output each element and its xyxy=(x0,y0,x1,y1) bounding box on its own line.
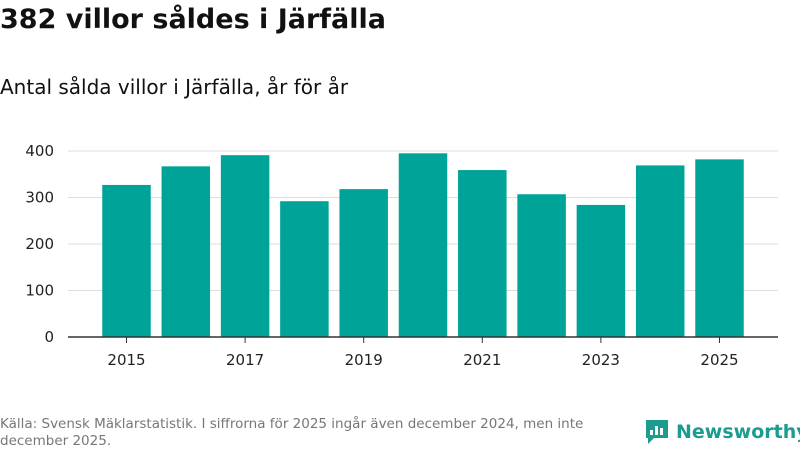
bar-2023 xyxy=(576,204,626,337)
newsworthy-logo-icon xyxy=(646,420,668,444)
bars xyxy=(102,153,744,337)
y-tick-label-100: 100 xyxy=(25,282,54,300)
y-tick-label-300: 300 xyxy=(25,189,54,207)
chart-title: 382 villor såldes i Järfälla xyxy=(0,4,386,35)
x-tick-label-2019: 2019 xyxy=(345,351,383,369)
bar-2022 xyxy=(517,194,566,337)
newsworthy-logo[interactable]: Newsworthy xyxy=(644,418,800,446)
bar-2024 xyxy=(635,165,685,337)
bar-2025 xyxy=(695,159,744,337)
bar-2016 xyxy=(161,166,211,337)
x-tick-label-2017: 2017 xyxy=(226,351,264,369)
x-tick-label-2025: 2025 xyxy=(700,351,738,369)
y-tick-label-0: 0 xyxy=(44,328,54,346)
x-tick-label-2015: 2015 xyxy=(107,351,145,369)
y-tick-label-200: 200 xyxy=(25,235,54,253)
y-tick-label-400: 400 xyxy=(25,142,54,160)
x-tick-label-2021: 2021 xyxy=(463,351,501,369)
x-tick-label-2023: 2023 xyxy=(582,351,620,369)
bar-2021 xyxy=(458,170,507,337)
bar-2019 xyxy=(339,189,388,337)
bar-2018 xyxy=(280,201,329,337)
bar-2015 xyxy=(102,184,151,337)
bar-2017 xyxy=(220,155,270,337)
bar-2020 xyxy=(398,153,448,337)
logo-text: Newsworthy xyxy=(676,421,800,443)
axes: 0 100 200 300 400 2015 2017 2019 2021 2023 2025 xyxy=(25,142,778,369)
chart-subtitle: Antal sålda villor i Järfälla, år för år xyxy=(0,75,349,99)
bar-chart: 0 100 200 300 400 2015 2017 2019 2021 2023 2025 xyxy=(25,142,778,369)
source-note: Källa: Svensk Mäklarstatistik. I siffror… xyxy=(0,416,584,449)
